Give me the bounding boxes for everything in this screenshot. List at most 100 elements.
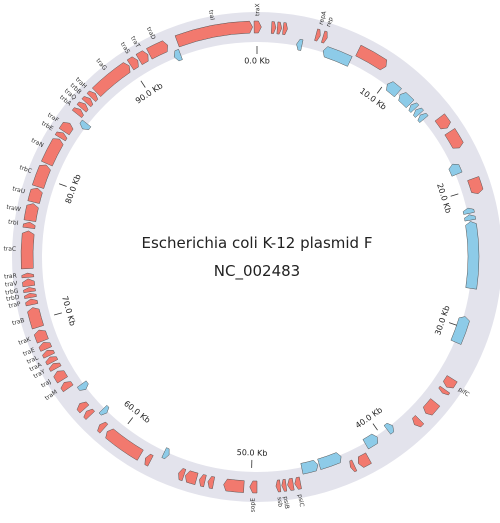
gene-feature-forward-29 [358, 452, 372, 468]
gene-feature-forward-39 [207, 476, 215, 490]
gene-feature-forward-51 [60, 381, 74, 393]
tick-label: 50.0 Kb [237, 448, 268, 458]
gene-feature-forward-3 [276, 21, 282, 35]
gene-feature-forward-61 [23, 287, 36, 294]
gene-label-trbC: trbC [18, 164, 32, 175]
gene-label-psiC: psiC [296, 494, 305, 508]
gene-feature-reverse-21 [465, 221, 480, 290]
gene-label-ssb: ssb [276, 497, 284, 508]
gene-feature-forward-35 [281, 478, 288, 492]
tick-label: 60.0 Kb [122, 399, 152, 425]
gene-feature-forward-7 [321, 30, 328, 44]
gene-label-traE: traE [22, 347, 36, 358]
gene-feature-forward-41 [185, 470, 199, 486]
gene-feature-forward-69 [40, 138, 64, 167]
gene-label-rep: rep [325, 16, 335, 28]
gene-label-traI: traI [207, 9, 216, 21]
gene-label-trbD: trbD [6, 294, 21, 303]
gene-feature-forward-67 [27, 187, 43, 204]
gene-feature-forward-42 [178, 468, 187, 482]
gene-feature-reverse-14 [417, 112, 429, 123]
gene-feature-reverse-10 [386, 81, 402, 98]
gene-feature-reverse-27 [383, 422, 395, 435]
gene-feature-forward-25 [422, 398, 441, 416]
gene-label-psiB: psiB [282, 496, 290, 509]
feature-layer [20, 20, 484, 494]
gene-feature-forward-53 [48, 362, 62, 372]
gene-feature-forward-80 [146, 40, 168, 60]
tick-label: 80.0 Kb [64, 173, 83, 205]
gene-label-traV: traV [5, 280, 19, 288]
gene-feature-forward-64 [20, 230, 35, 270]
gene-feature-forward-77 [91, 62, 131, 97]
gene-label-traL: traL [26, 354, 40, 366]
gene-feature-forward-18 [467, 176, 484, 194]
gene-feature-forward-68 [31, 164, 51, 189]
gene-feature-forward-33 [294, 476, 302, 490]
gene-feature-forward-60 [24, 293, 37, 299]
tick-mark [58, 183, 67, 187]
gene-feature-forward-73 [71, 107, 84, 119]
gene-feature-forward-44 [144, 453, 154, 467]
map-title: Escherichia coli K-12 plasmid F [142, 234, 373, 252]
gene-feature-reverse-72 [79, 119, 92, 131]
gene-label-pifC: pifC [457, 386, 471, 398]
tick-label: 40.0 Kb [354, 405, 384, 430]
gene-feature-reverse-81 [173, 48, 183, 62]
tick-mark [372, 423, 378, 431]
gene-feature-forward-79 [135, 50, 149, 66]
gene-feature-reverse-19 [462, 207, 475, 215]
gene-feature-reverse-20 [464, 214, 477, 222]
gene-feature-forward-40 [199, 474, 207, 488]
gene-label-trbG: trbG [5, 288, 19, 297]
tick-label: 30.0 Kb [433, 304, 451, 336]
gene-feature-forward-4 [282, 22, 288, 36]
gene-label-sopE: sopE [249, 498, 256, 513]
gene-feature-forward-48 [83, 408, 96, 420]
gene-feature-forward-74 [76, 101, 89, 113]
tick-mark [450, 193, 459, 197]
gene-feature-forward-66 [23, 203, 39, 222]
gene-feature-forward-63 [21, 272, 35, 279]
gene-feature-reverse-5 [296, 38, 304, 51]
gene-label-repA: repA [318, 9, 329, 25]
gene-feature-reverse-11 [398, 92, 415, 109]
gene-feature-forward-49 [76, 401, 90, 414]
gene-feature-forward-71 [58, 121, 74, 136]
tick-label: 20.0 Kb [435, 182, 453, 214]
gene-feature-forward-52 [53, 370, 69, 384]
tick-mark [127, 417, 134, 425]
tick-label: 70.0 Kb [60, 295, 77, 327]
tick-layer: 0.0 Kb 10.0 Kb 20.0 Kb 30.0 Kb 40.0 Kb 50.0 K… [54, 46, 459, 468]
gene-feature-reverse-47 [98, 404, 110, 416]
gene-feature-reverse-31 [317, 452, 342, 470]
gene-feature-forward-38 [223, 478, 245, 493]
gene-label-traU: traU [12, 185, 26, 195]
gene-feature-forward-59 [25, 298, 39, 307]
gene-feature-forward-15 [434, 113, 451, 130]
tick-mark [140, 80, 146, 88]
gene-label-traX: traX [254, 3, 261, 16]
gene-label-traJ: traJ [40, 378, 53, 389]
gene-feature-reverse-22 [450, 316, 470, 345]
gene-feature-forward-75 [81, 96, 94, 108]
gene-feature-forward-76 [86, 90, 99, 103]
tick-label: 90.0 Kb [134, 81, 165, 105]
gene-feature-forward-62 [22, 278, 36, 288]
gene-feature-forward-8 [355, 44, 388, 71]
tick-label: 0.0 Kb [244, 57, 270, 66]
gene-feature-forward-37 [249, 480, 258, 494]
gene-label-traP: traP [8, 301, 22, 310]
tick-mark [376, 86, 383, 94]
gene-feature-forward-0 [174, 20, 253, 48]
gene-feature-forward-78 [126, 56, 139, 71]
gene-feature-forward-36 [275, 479, 282, 493]
gene-feature-forward-34 [287, 477, 295, 491]
tick-label: 10.0 Kb [358, 86, 388, 111]
gene-feature-reverse-12 [408, 102, 420, 113]
gene-feature-forward-45 [105, 428, 144, 461]
gene-label-traC: traC [3, 245, 16, 252]
gene-feature-forward-46 [97, 421, 109, 434]
map-accession: NC_002483 [214, 262, 300, 281]
